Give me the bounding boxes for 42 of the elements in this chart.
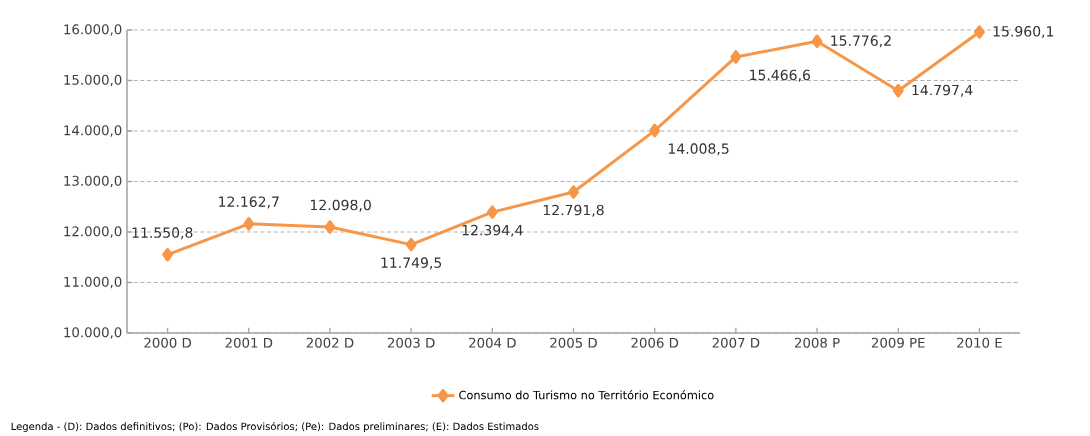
- x-tick-label: 2006 D: [631, 337, 679, 348]
- data-label: 14.008,5: [668, 143, 729, 156]
- y-tick-label: 15.000,0: [64, 74, 122, 87]
- y-tick-label: 16.000,0: [64, 24, 122, 36]
- x-tick-label: 2007 D: [712, 337, 760, 348]
- y-tick-label: 14.000,0: [64, 125, 122, 137]
- point: [730, 50, 742, 64]
- y-tick-label: 10.000,0: [64, 327, 122, 339]
- x-tick-label: 2002 D: [306, 337, 354, 348]
- y-tick-label: 13.000,0: [64, 175, 122, 188]
- point: [243, 216, 255, 231]
- legend-label: Consumo do Turismo no Território Económico: [459, 390, 714, 400]
- point: [405, 237, 417, 252]
- data-label: 15.776,2: [831, 35, 891, 48]
- x-tick-label: 2008 P: [794, 337, 840, 348]
- point: [649, 123, 661, 138]
- y-tick-label: 12.000,0: [64, 226, 122, 238]
- data-label: 11.550,8: [132, 227, 193, 240]
- data-label: 11.749,5: [381, 257, 442, 270]
- data-label: 12.162,7: [219, 196, 279, 209]
- point: [892, 83, 904, 98]
- x-tick-label: 2005 D: [550, 337, 597, 348]
- x-tick-label: 2009 PE: [871, 337, 925, 348]
- data-label: 12.791,8: [543, 204, 604, 217]
- data-label: 15.466,6: [750, 69, 811, 82]
- y-tick-label: 11.000,0: [64, 276, 122, 289]
- x-tick-label: 2003 D: [387, 337, 435, 348]
- point: [568, 185, 579, 199]
- x-tick-label: 2000 D: [144, 337, 192, 348]
- point: [811, 34, 823, 49]
- data-label: 15.960,1: [993, 26, 1054, 39]
- data-label: 12.394,4: [462, 224, 523, 237]
- data-label: 14.797,4: [912, 84, 973, 97]
- point: [973, 25, 985, 39]
- x-tick-label: 2010 E: [957, 337, 1002, 348]
- text: Legenda - (D): Dados definitivos; (Po): Dados Provisórios; (Pe): Dados preliminares; (E): Dados Estimados: [11, 421, 539, 433]
- data-label: 12.098,0: [310, 199, 371, 212]
- x-tick-label: 2004 D: [469, 337, 516, 348]
- point: [486, 205, 498, 219]
- x-tick-label: 2001 D: [225, 337, 273, 348]
- point: [162, 247, 174, 262]
- point: [324, 220, 336, 234]
